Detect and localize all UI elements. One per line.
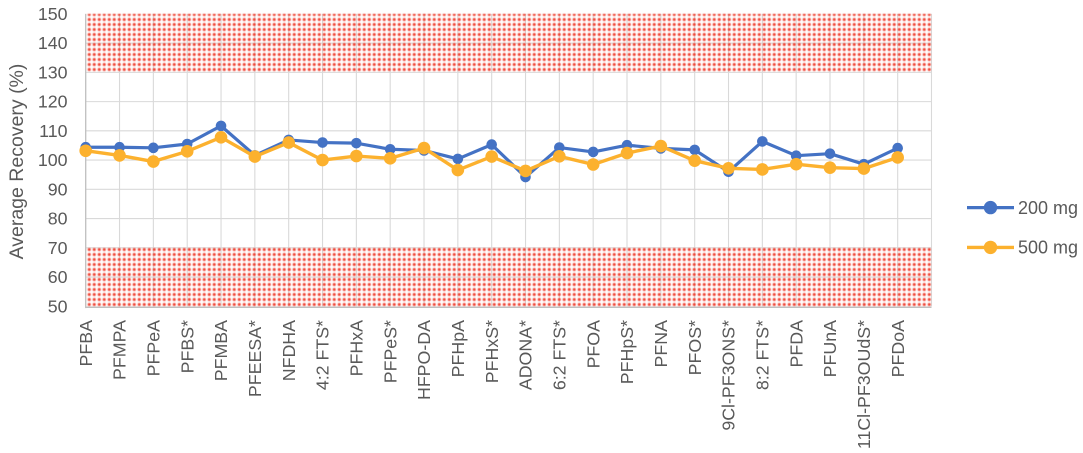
- svg-text:PFDA: PFDA: [786, 320, 806, 368]
- svg-text:4:2 FTS*: 4:2 FTS*: [313, 320, 333, 390]
- svg-text:140: 140: [38, 33, 68, 53]
- svg-text:PFBS*: PFBS*: [177, 320, 197, 373]
- svg-text:500 mg: 500 mg: [1018, 238, 1078, 258]
- svg-text:120: 120: [38, 92, 68, 112]
- svg-text:8:2 FTS*: 8:2 FTS*: [752, 320, 772, 390]
- svg-text:100: 100: [38, 150, 68, 170]
- svg-text:PFBA: PFBA: [76, 320, 96, 367]
- svg-text:90: 90: [48, 179, 68, 199]
- svg-text:80: 80: [48, 209, 68, 229]
- svg-text:6:2 FTS*: 6:2 FTS*: [549, 320, 569, 390]
- svg-text:200 mg: 200 mg: [1018, 198, 1078, 218]
- svg-text:PFHpS*: PFHpS*: [617, 320, 637, 384]
- svg-text:110: 110: [39, 121, 67, 141]
- svg-text:11Cl-PF3OUdS*: 11Cl-PF3OUdS*: [854, 320, 874, 449]
- svg-text:Average Recovery (%): Average Recovery (%): [6, 64, 28, 260]
- svg-text:HFPO-DA: HFPO-DA: [414, 320, 434, 400]
- svg-text:PFHxS*: PFHxS*: [482, 320, 502, 383]
- svg-text:60: 60: [48, 267, 68, 287]
- svg-text:PFMPA: PFMPA: [110, 320, 130, 380]
- svg-text:PFMBA: PFMBA: [211, 320, 231, 381]
- svg-text:9Cl-PF3ONS*: 9Cl-PF3ONS*: [719, 320, 739, 431]
- svg-text:PFHxA: PFHxA: [346, 320, 366, 376]
- svg-text:PFHpA: PFHpA: [448, 320, 468, 377]
- svg-text:PFUnA: PFUnA: [820, 320, 840, 377]
- svg-text:PFOS*: PFOS*: [685, 320, 705, 375]
- svg-text:PFNA: PFNA: [651, 320, 671, 368]
- svg-text:PFOA: PFOA: [583, 320, 603, 369]
- svg-text:150: 150: [38, 4, 68, 24]
- svg-text:130: 130: [38, 62, 68, 82]
- svg-text:50: 50: [48, 296, 68, 316]
- svg-text:PFDoA: PFDoA: [888, 320, 908, 377]
- svg-text:PFEESA*: PFEESA*: [245, 320, 265, 397]
- svg-text:PFPeS*: PFPeS*: [380, 320, 400, 383]
- svg-text:ADONA*: ADONA*: [516, 320, 536, 390]
- svg-text:PFPeA: PFPeA: [143, 320, 163, 376]
- svg-text:NFDHA: NFDHA: [279, 320, 299, 381]
- svg-text:70: 70: [48, 238, 68, 258]
